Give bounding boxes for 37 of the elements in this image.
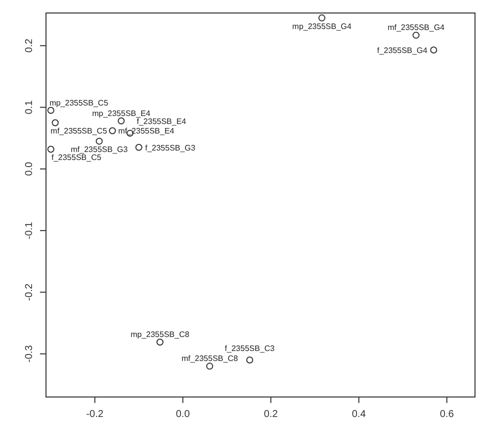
y-tick-label: 0.2 xyxy=(24,38,35,53)
data-label: f_2355SB_C5 xyxy=(51,153,102,162)
data-label: f_2355SB_G4 xyxy=(377,46,428,55)
data-label: mp_2355SB_C5 xyxy=(49,98,109,108)
x-tick-label: 0.6 xyxy=(440,409,454,420)
data-label: mf_2355SB_G4 xyxy=(388,23,446,32)
point xyxy=(318,14,326,22)
x-tick-label: 0.4 xyxy=(352,409,366,420)
point xyxy=(108,127,116,134)
data-label: mf_2355SB_C8 xyxy=(181,354,238,364)
data-label: mp_2355SB_G4 xyxy=(292,22,352,31)
y-tick-label: -0.1 xyxy=(24,222,35,240)
x-tick-label: 0.2 xyxy=(264,409,278,420)
point xyxy=(412,32,420,39)
data-label: f_2355SB_E4 xyxy=(136,117,187,126)
y-tick-label: -0.2 xyxy=(24,283,35,301)
point xyxy=(96,138,103,145)
data-label: mf_2355SB_G3 xyxy=(70,145,128,154)
data-label: f_2355SB_C3 xyxy=(224,344,276,354)
point xyxy=(47,146,54,153)
point xyxy=(52,119,59,126)
point xyxy=(246,356,254,364)
x-tick-label: -0.2 xyxy=(86,409,104,420)
x-tick-label: 0.0 xyxy=(176,409,190,420)
point xyxy=(47,106,54,114)
y-tick-label: 0.0 xyxy=(24,162,35,176)
data-label: mf_2355SB_E4 xyxy=(118,126,175,136)
point xyxy=(156,338,164,346)
point xyxy=(206,362,214,370)
data-label: f_2355SB_G3 xyxy=(145,143,196,152)
y-tick-label: -0.3 xyxy=(24,344,35,362)
data-label: mp_2355SB_E4 xyxy=(92,108,151,118)
y-tick-label: 0.1 xyxy=(24,100,35,114)
data-label: mf_2355SB_C5 xyxy=(50,126,108,136)
point xyxy=(430,46,438,54)
data-label: mp_2355SB_C8 xyxy=(130,330,190,340)
point xyxy=(135,144,142,151)
